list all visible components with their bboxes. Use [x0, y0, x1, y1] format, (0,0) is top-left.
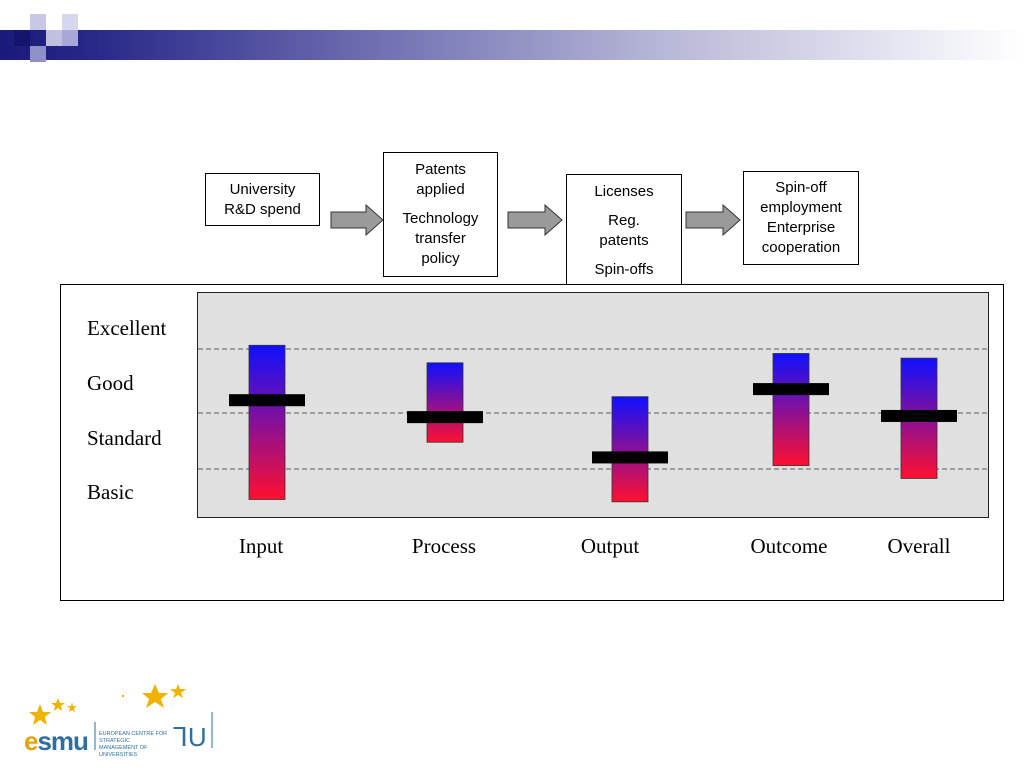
plot-area: [197, 292, 989, 518]
flow-text: Spin-off: [775, 179, 827, 196]
level-label-excellent: Excellent: [87, 316, 167, 340]
logo-subtitle-line: EUROPEAN CENTRE FOR STRATEGIC: [99, 731, 168, 744]
range-bar-process: [426, 362, 464, 443]
flow-text: Enterprise: [766, 219, 836, 236]
flow-text: patents: [599, 231, 649, 249]
esmu-logo-mark: ᒣU: [172, 722, 207, 752]
range-bar-outcome: [772, 353, 810, 466]
header-square: [46, 30, 62, 46]
flow-text: employment: [760, 199, 842, 216]
esmu-stars-icon: [29, 684, 213, 750]
esmu-logo-subtitle: EUROPEAN CENTRE FOR STRATEGIC MANAGEMENT…: [99, 731, 174, 759]
flow-box-rd-spend: University R&D spend: [205, 173, 320, 226]
flow-box-spinoff: Spin-off employment Enterprise cooperati…: [743, 171, 859, 265]
level-label-good: Good: [87, 371, 134, 395]
logo-subtitle-line: MANAGEMENT OF UNIVERSITIES: [99, 745, 148, 758]
category-label-input: Input: [238, 534, 284, 558]
logo-name-rest: smu: [37, 726, 88, 756]
header-gradient-bar: [0, 30, 1024, 60]
esmu-logo-text: esmu: [24, 726, 89, 756]
flow-text: cooperation: [761, 239, 841, 256]
score-marker-output: [592, 451, 668, 464]
flow-box-patents: Patents applied Technology transfer poli…: [383, 152, 498, 277]
category-label-outcome: Outcome: [750, 534, 828, 558]
range-bar-output: [611, 396, 649, 503]
category-label-process: Process: [411, 534, 477, 558]
flow-arrow-icon: [507, 204, 563, 236]
flow-text: applied: [416, 181, 465, 198]
score-marker-process: [407, 411, 483, 424]
range-bar-input: [248, 344, 286, 500]
flow-text: Reg.: [608, 211, 640, 229]
flow-text: Licenses: [594, 182, 654, 200]
flow-arrow-icon: [685, 204, 741, 236]
header-square: [30, 14, 46, 30]
flow-text: Patents: [415, 161, 466, 178]
header-square: [62, 30, 78, 46]
score-marker-outcome: [753, 383, 829, 396]
flow-text: Technology: [402, 210, 479, 227]
header-square: [14, 30, 30, 46]
flow-text: Spin-offs: [594, 260, 654, 278]
flow-arrow-icon: [330, 204, 384, 236]
header-square: [30, 46, 46, 62]
flow-text: University: [229, 180, 296, 198]
category-label-overall: Overall: [887, 534, 951, 558]
flow-text: policy: [421, 250, 460, 267]
flow-box-licenses: Licenses Reg. patents Spin-offs: [566, 174, 682, 287]
score-marker-input: [229, 394, 305, 407]
level-label-standard: Standard: [87, 426, 162, 450]
flow-text: transfer: [415, 230, 466, 247]
header-square: [62, 14, 78, 30]
flow-text: R&D spend: [224, 200, 301, 218]
score-marker-overall: [881, 409, 957, 422]
category-label-output: Output: [580, 534, 640, 558]
level-label-basic: Basic: [87, 480, 134, 504]
